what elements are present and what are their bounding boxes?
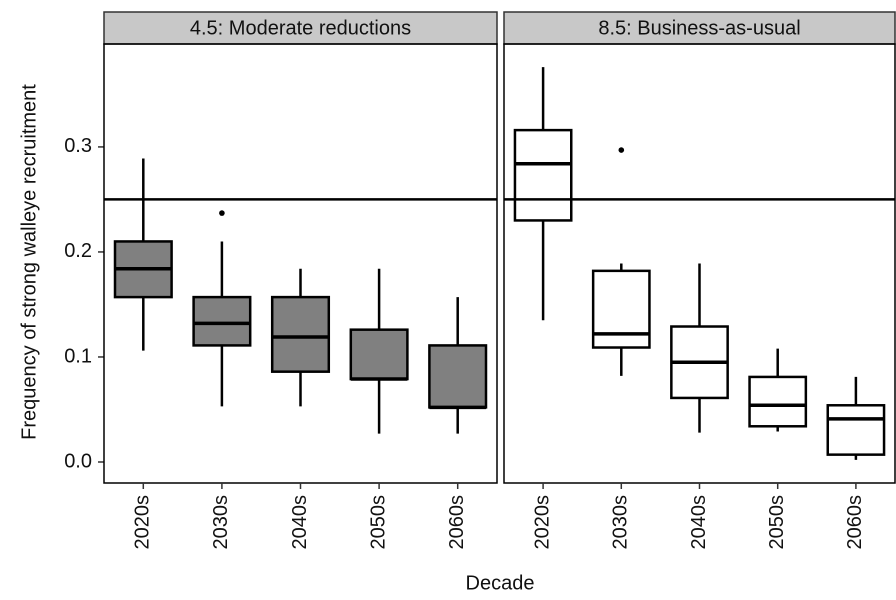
panel-title: 8.5: Business-as-usual <box>598 17 800 39</box>
y-tick-label: 0.1 <box>64 345 92 367</box>
x-tick-label: 2040s <box>289 495 311 550</box>
box <box>591 269 651 349</box>
x-tick-label: 2020s <box>531 495 553 550</box>
x-tick-label: 2040s <box>688 495 710 550</box>
strip <box>503 11 896 45</box>
y-tick-label: 0.3 <box>64 135 92 157</box>
x-tick-label: 2020s <box>132 495 154 550</box>
x-tick-label: 2030s <box>610 495 632 550</box>
box <box>748 375 808 428</box>
outlier <box>618 147 625 153</box>
x-tick-label: 2060s <box>446 495 468 550</box>
x-axis-label: Decade <box>466 572 535 594</box>
y-axis-label: Frequency of strong walleye recruitment <box>18 84 40 440</box>
box <box>349 328 409 381</box>
x-tick-label: 2030s <box>210 495 232 550</box>
y-tick-label: 0.2 <box>64 240 92 262</box>
box <box>428 344 488 409</box>
x-tick-label: 2060s <box>844 495 866 550</box>
box <box>192 295 252 347</box>
box <box>826 404 886 456</box>
outlier <box>219 210 225 216</box>
box <box>513 128 573 222</box>
panel-title: 4.5: Moderate reductions <box>190 17 411 39</box>
x-tick-label: 2050s <box>766 495 788 550</box>
x-tick-label: 2050s <box>367 495 389 550</box>
strip <box>103 11 498 45</box>
box <box>270 295 331 373</box>
y-tick-label: 0.0 <box>64 450 92 472</box>
